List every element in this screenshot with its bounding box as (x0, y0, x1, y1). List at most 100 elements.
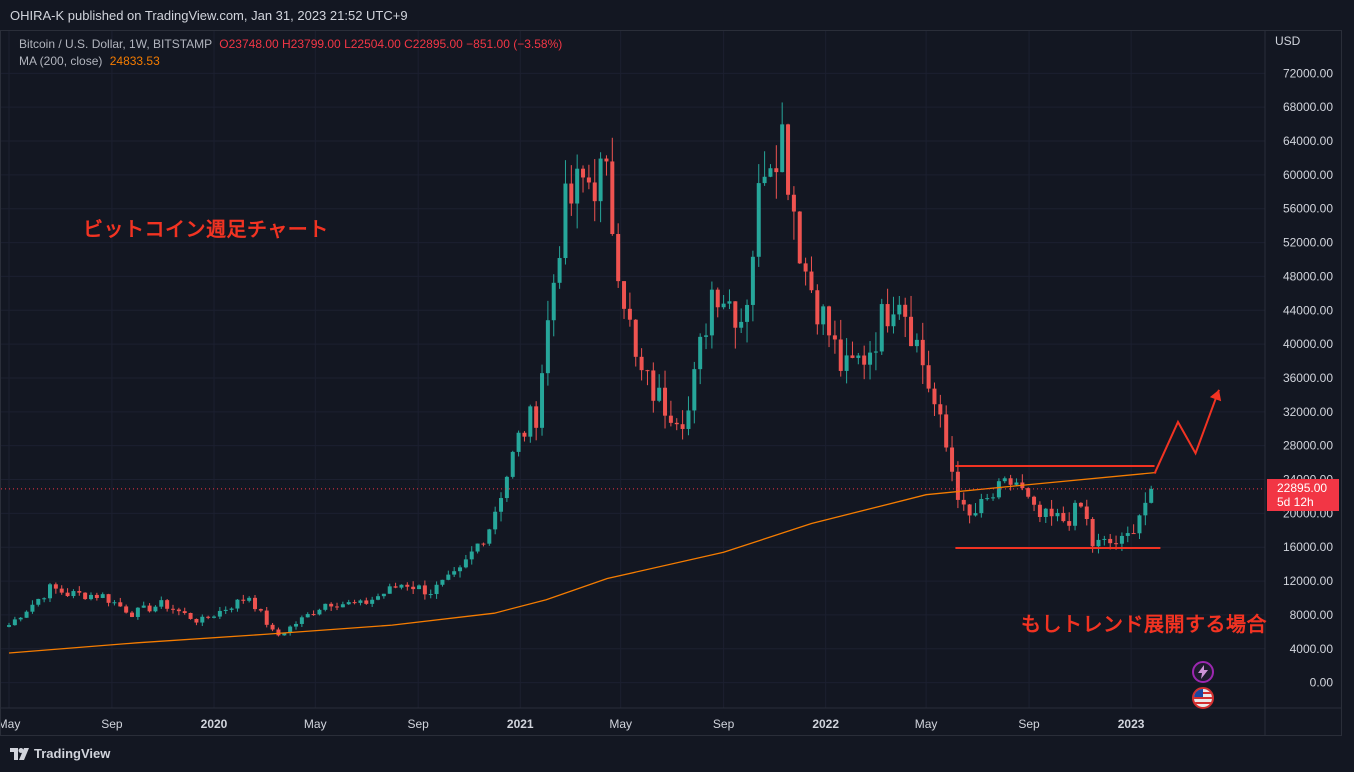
candle-body (7, 625, 11, 627)
candle-body (715, 289, 720, 308)
legend-symbol-row: Bitcoin / U.S. Dollar, 1W, BITSTAMP O237… (19, 37, 562, 51)
candle-body (809, 271, 814, 291)
candle-body (358, 600, 363, 603)
candle-body (973, 513, 978, 516)
candle-body (1037, 504, 1042, 517)
candle-body (803, 263, 808, 272)
candle-body (575, 168, 580, 204)
candle-body (135, 607, 140, 617)
price-axis-tick-label: 56000.00 (1283, 202, 1333, 216)
price-chart[interactable]: USD0.004000.008000.0012000.0016000.00200… (1, 31, 1341, 735)
candle-body (1131, 533, 1136, 535)
ma-200-line (8, 471, 1157, 654)
candle-body (475, 543, 480, 552)
candle-body (674, 422, 679, 425)
candle-body (581, 168, 586, 178)
candle-body (862, 355, 867, 365)
candle-body (680, 424, 685, 429)
candle-body (569, 183, 574, 204)
candle-body (768, 168, 773, 177)
candle-body (346, 602, 351, 605)
candle-body (1002, 478, 1007, 482)
candle-body (709, 289, 714, 336)
candle-body (487, 529, 492, 544)
time-axis-tick-label: 2023 (1118, 717, 1145, 731)
candle-body (979, 499, 984, 514)
candle-body (493, 511, 498, 530)
candle-body (1067, 521, 1072, 526)
candle-body (112, 602, 117, 604)
candle-body (463, 559, 468, 568)
candle-body (750, 256, 755, 305)
candle-body (704, 335, 709, 337)
price-axis-tick-label: 32000.00 (1283, 405, 1333, 419)
candle-body (118, 602, 123, 607)
candle-body (516, 432, 521, 452)
candle-body (77, 591, 82, 593)
annotation-scenario: もしトレンド展開する場合 (1021, 614, 1267, 636)
candle-body (721, 303, 726, 308)
candle-body (534, 406, 539, 428)
candle-body (65, 592, 70, 597)
price-axis-tick-label: 12000.00 (1283, 574, 1333, 588)
candle-body (815, 290, 820, 325)
candle-body (856, 355, 861, 358)
legend-ma-label: MA (200, close) (19, 54, 103, 68)
candle-body (639, 356, 644, 371)
candle-body (1078, 502, 1083, 507)
candle-body (832, 335, 837, 340)
candle-body (1008, 478, 1013, 485)
candle-body (522, 432, 527, 437)
candle-body (428, 594, 433, 596)
candle-body (873, 351, 878, 353)
candle-body (586, 177, 591, 183)
candle-body (422, 585, 427, 595)
candle-body (1043, 508, 1048, 517)
price-axis-tick-label: 44000.00 (1283, 303, 1333, 317)
candle-body (194, 618, 199, 623)
price-axis-tick-label: 40000.00 (1283, 337, 1333, 351)
candle-body (868, 352, 873, 365)
time-axis-tick-label: May (915, 717, 938, 731)
candle-body (405, 584, 410, 587)
candle-body (1119, 535, 1124, 544)
candle-body (299, 617, 304, 624)
candle-body (94, 594, 99, 598)
time-axis-tick-label: 2022 (812, 717, 839, 731)
candle-body (633, 319, 638, 357)
candle-body (141, 605, 146, 608)
projection-arrow-line (1153, 389, 1220, 475)
time-axis-tick-label: 2021 (507, 717, 534, 731)
tradingview-logo[interactable]: TradingView (10, 746, 110, 761)
candle-body (223, 609, 228, 611)
candle-body (258, 609, 263, 611)
candle-body (885, 304, 890, 327)
candle-body (130, 612, 135, 617)
candle-body (206, 616, 211, 618)
tradingview-brand: TradingView (34, 746, 111, 761)
time-axis-tick-label: Sep (101, 717, 123, 731)
time-axis-tick-label: Sep (713, 717, 735, 731)
us-flag-icon[interactable] (1192, 687, 1214, 709)
lightning-icon[interactable] (1192, 661, 1214, 683)
candle-body (253, 597, 258, 610)
candle-body (1096, 539, 1101, 547)
candle-body (364, 600, 369, 604)
last-price-tag: 22895.00 5d 12h (1267, 478, 1339, 511)
legend-ma-row: MA (200, close) 24833.53 (19, 54, 160, 68)
price-axis-currency: USD (1275, 34, 1301, 48)
candle-body (340, 604, 345, 608)
candle-body (399, 584, 404, 588)
candle-body (592, 182, 597, 202)
candle-body (171, 608, 176, 610)
time-axis-tick-label: May (1, 717, 20, 731)
chart-frame[interactable]: USD 0.00 4000.00 8000.00 12000.00 16000.00 200… (0, 30, 1342, 736)
candle-body (622, 281, 627, 309)
time-axis-tick-label: 2020 (201, 717, 228, 731)
candle-body (897, 304, 902, 315)
candle-body (950, 447, 955, 472)
candle-body (627, 308, 632, 320)
candle-body (270, 624, 275, 630)
candle-body (510, 451, 515, 477)
candle-body (393, 586, 398, 588)
